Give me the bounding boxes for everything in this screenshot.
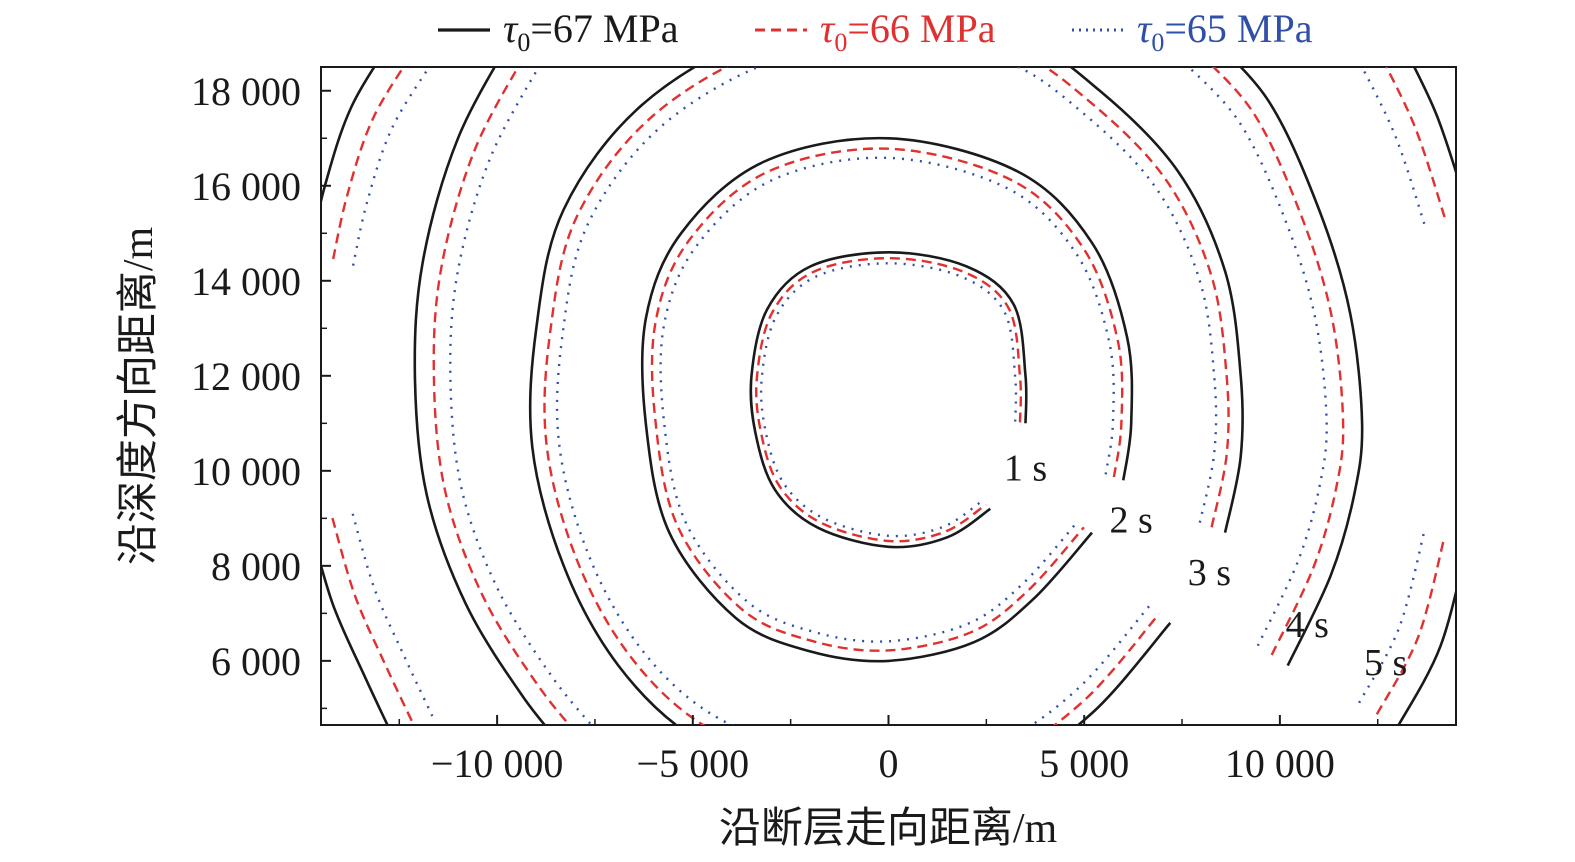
contour-line-series-1-2s-2	[640, 136, 1134, 663]
x-tick-label-4: 5 000	[1039, 741, 1129, 786]
legend: τ0=67 MPa τ0=66 MPa τ0=65 MPa	[438, 6, 1313, 57]
y-tick-label-4: 12 000	[191, 354, 301, 399]
time-label-2: 2 s	[1110, 500, 1153, 542]
legend-label-series-2: τ0=66 MPa	[820, 6, 996, 57]
contour-line-series-2-5s-6	[1375, 536, 1446, 715]
x-tick-label-3: 0	[879, 741, 899, 786]
time-label-4: 4 s	[1286, 604, 1329, 646]
y-tick-label-6: 16 000	[191, 164, 301, 209]
contour-line-series-1-1s-1	[749, 250, 1028, 549]
contour-line-series-1-4s-5	[413, 67, 547, 725]
contour-layer	[321, 67, 1456, 725]
contour-line-series-3-1s-1	[759, 262, 1018, 538]
y-tick-label-7: 18 000	[191, 69, 301, 114]
x-axis-title: 沿断层走向距离/m	[719, 805, 1058, 852]
y-tick-label-2: 8 000	[211, 544, 301, 589]
contour-line-series-2-4s-4	[1211, 67, 1345, 656]
contour-line-series-3-5s-7	[1360, 67, 1426, 225]
tick-layer: −10 000 −5 000 0 5 000 10 000 6 000 8 000 10 00…	[191, 69, 1379, 786]
contour-line-series-2-1s-1	[755, 256, 1023, 543]
contour-line-series-3-5s-8	[351, 67, 431, 268]
contour-line-series-1-4s-4	[1238, 67, 1364, 667]
contour-line-series-2-5s-7	[1385, 67, 1446, 218]
x-tick-label-1: −10 000	[431, 741, 564, 786]
y-tick-label-5: 14 000	[191, 259, 301, 304]
x-tick-label-2: −5 000	[637, 741, 750, 786]
legend-label-series-3: τ0=65 MPa	[1137, 6, 1313, 57]
contour-line-series-3-4s-4	[1186, 67, 1328, 647]
contour-line-series-3-3s-3	[555, 67, 1218, 725]
y-tick-label-1: 6 000	[211, 639, 301, 684]
x-tick-label-5: 10 000	[1225, 741, 1335, 786]
legend-label-series-1: τ0=67 MPa	[503, 6, 679, 57]
y-tick-label-3: 10 000	[191, 449, 301, 494]
y-axis-title: 沿深度方向距离/m	[115, 227, 162, 566]
contour-line-series-2-4s-5	[432, 67, 571, 725]
contour-line-series-2-5s-8	[331, 67, 405, 263]
contour-line-series-1-5s-7	[1412, 67, 1456, 177]
time-label-5: 5 s	[1364, 642, 1407, 684]
contour-line-series-3-5s-9	[351, 513, 434, 717]
contour-line-series-2-3s-3	[543, 67, 1230, 725]
contour-line-series-1-5s-9	[321, 561, 389, 725]
contour-line-series-2-5s-9	[331, 517, 416, 725]
time-label-1: 1 s	[1004, 447, 1047, 489]
contour-line-series-3-5s-6	[1358, 531, 1426, 704]
contour-line-series-2-2s-2	[650, 147, 1124, 652]
contour-line-series-3-2s-2	[659, 156, 1115, 643]
contour-line-series-1-5s-8	[321, 67, 376, 207]
time-label-3: 3 s	[1188, 552, 1231, 594]
time-label-layer: 1 s 2 s 3 s 4 s 5 s	[1004, 447, 1407, 684]
contour-line-series-1-3s-3	[528, 67, 1245, 725]
contour-line-series-1-5s-6	[1397, 586, 1456, 725]
